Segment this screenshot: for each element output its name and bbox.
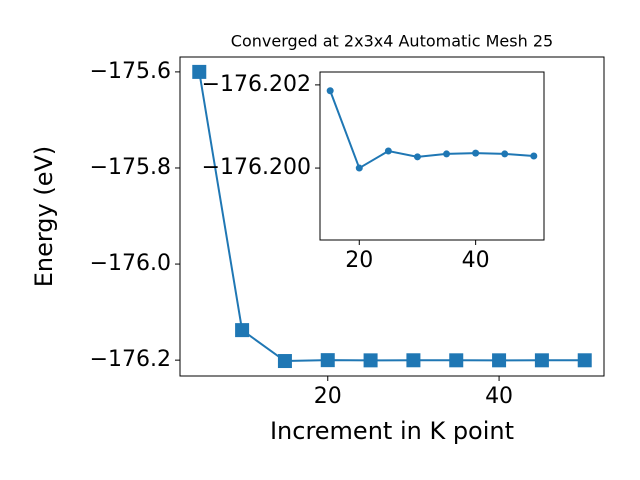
marker xyxy=(192,64,207,79)
series-line xyxy=(198,71,585,363)
axes-frame xyxy=(319,71,545,241)
x-axis-label: Increment in K point xyxy=(270,417,514,445)
x-tick-label: 40 xyxy=(462,248,490,273)
chart-title: Converged at 2x3x4 Automatic Mesh 25 xyxy=(231,32,553,51)
x-tick-label: 40 xyxy=(485,384,513,409)
y-tick-label: −176.2 xyxy=(90,347,171,372)
y-tick-label: −176.202 xyxy=(202,72,311,97)
y-tick-label: −175.6 xyxy=(90,59,171,84)
marker xyxy=(530,152,538,160)
marker xyxy=(355,164,363,172)
marker xyxy=(472,149,480,157)
marker xyxy=(406,353,421,368)
marker xyxy=(320,353,335,368)
marker xyxy=(501,150,509,158)
marker xyxy=(577,353,592,368)
y-tick-label: −176.200 xyxy=(202,155,311,180)
marker xyxy=(363,353,378,368)
marker xyxy=(492,353,507,368)
axes-frame xyxy=(179,56,605,377)
marker xyxy=(384,147,392,155)
y-axis-label: Energy (eV) xyxy=(30,146,58,288)
marker xyxy=(277,354,292,369)
marker xyxy=(326,87,334,95)
marker xyxy=(534,353,549,368)
x-tick-label: 20 xyxy=(314,384,342,409)
y-tick-label: −176.0 xyxy=(90,251,171,276)
x-tick-label: 20 xyxy=(345,248,373,273)
marker xyxy=(449,353,464,368)
y-tick-label: −175.8 xyxy=(90,155,171,180)
marker xyxy=(235,323,250,338)
marker xyxy=(413,153,421,161)
series-line xyxy=(329,90,534,170)
marker xyxy=(443,150,451,158)
